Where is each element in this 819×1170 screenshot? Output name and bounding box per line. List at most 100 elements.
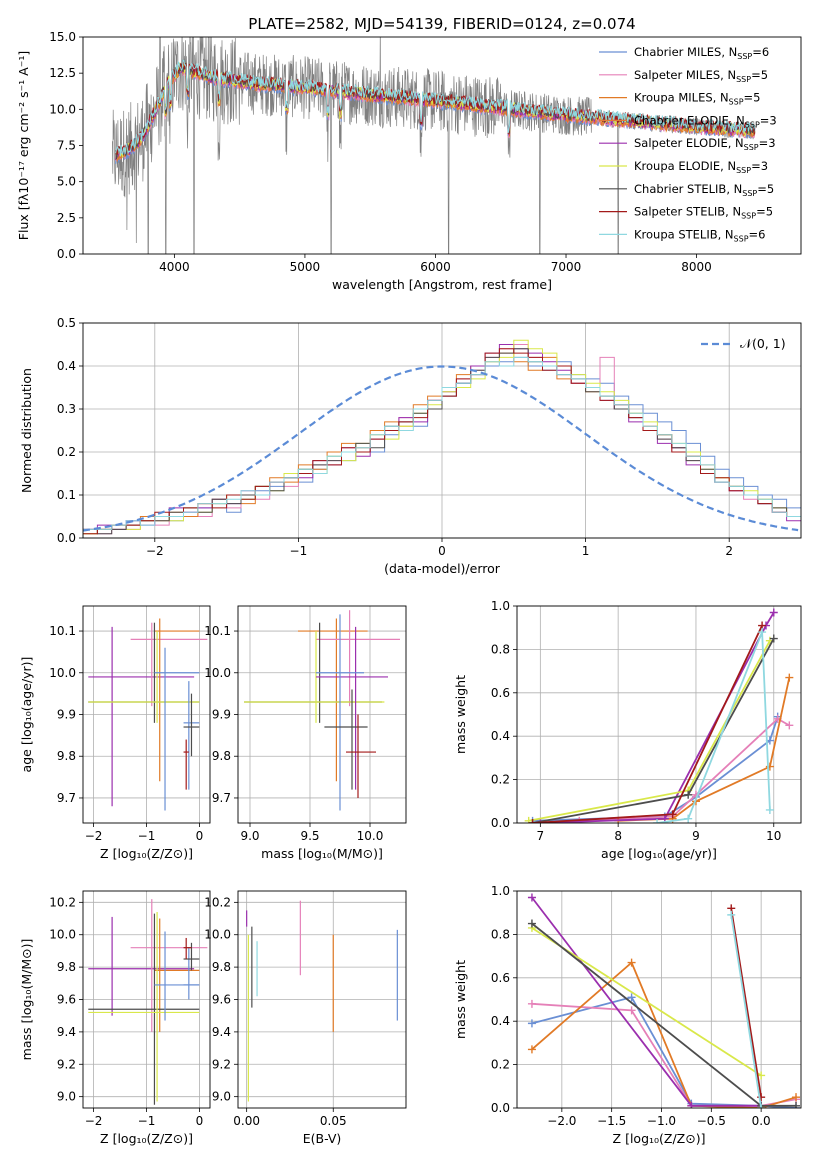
x-axis-label: mass [log₁₀(M/M⊙)]: [261, 846, 383, 861]
y-tick-label: 9.7: [212, 791, 231, 805]
x-tick-label: 9.5: [300, 829, 319, 843]
legend-count: =3: [759, 136, 776, 150]
x-tick-label: −0.5: [697, 1114, 726, 1128]
histogram-step-5: [83, 348, 801, 538]
series-marker: [528, 819, 537, 823]
series-marker: [792, 1093, 801, 1102]
series-marker: [785, 673, 794, 682]
y-tick-label: 9.6: [212, 993, 231, 1007]
series-line-3: [540, 612, 775, 823]
series-line-4: [528, 640, 771, 822]
legend-subscript: SSP: [745, 120, 760, 129]
y-tick-label: 10.1: [204, 624, 231, 638]
series-marker: [527, 1045, 536, 1054]
legend-entry: Chabrier ELODIE, NSSP=3: [634, 113, 777, 129]
legend-subscript: SSP: [742, 189, 757, 198]
y-tick-label: 1.0: [491, 884, 510, 898]
series-marker: [653, 819, 662, 823]
series-line-4: [531, 927, 762, 1077]
y-tick-label: 0.2: [491, 1058, 510, 1072]
y-axis-label: mass weight: [453, 960, 468, 1039]
x-tick-label: 7: [537, 829, 545, 843]
y-tick-label: 0.6: [491, 971, 510, 985]
series-marker: [792, 1101, 801, 1108]
y-tick-label: 0.2: [57, 445, 76, 459]
legend-subscript: SSP: [741, 212, 756, 221]
y-tick-label: 0.1: [57, 488, 76, 502]
legend-text: Chabrier STELIB, N: [634, 182, 742, 196]
y-tick-label: 9.2: [57, 1057, 76, 1071]
x-axis-label: Z [log₁₀(Z/Z⊙)]: [100, 846, 193, 861]
y-tick-label: 10.2: [49, 895, 76, 909]
y-tick-label: 9.8: [212, 749, 231, 763]
legend-text: Chabrier ELODIE, N: [634, 113, 745, 127]
gaussian-reference-curve: [83, 365, 799, 532]
legend-entry: Salpeter STELIB, NSSP=5: [634, 205, 773, 221]
legend-entry: Kroupa MILES, NSSP=5: [634, 91, 760, 107]
legend-subscript: SSP: [737, 52, 752, 61]
legend-entry: Chabrier MILES, NSSP=6: [634, 45, 769, 61]
y-tick-label: 9.0: [212, 1090, 231, 1104]
y-tick-label: 0.4: [491, 1014, 510, 1028]
series-marker: [765, 805, 774, 814]
x-axis-label: E(B-V): [303, 1131, 342, 1146]
x-tick-label: 0.05: [320, 1114, 347, 1128]
axes-frame: [516, 890, 802, 1109]
series-line-7: [730, 914, 762, 1108]
x-tick-label: −2: [85, 829, 103, 843]
series-marker: [527, 893, 536, 902]
plot-area: [527, 893, 801, 1108]
x-tick-label: 10.0: [357, 829, 384, 843]
y-tick-label: 9.2: [212, 1057, 231, 1071]
series-marker: [687, 1101, 696, 1108]
series-marker: [758, 628, 767, 637]
legend-count: =3: [760, 113, 777, 127]
legend-text: Kroupa ELODIE, N: [634, 159, 736, 173]
y-tick-label: 0.4: [57, 359, 76, 373]
legend-subscript: SSP: [729, 98, 744, 107]
series-line-5: [532, 638, 775, 823]
plot-area: [88, 899, 208, 1105]
legend-count: =5: [751, 68, 768, 82]
legend-text: Salpeter STELIB, N: [634, 205, 741, 219]
x-axis-label: (data-model)/error: [384, 561, 501, 576]
plot-area: [83, 339, 801, 538]
plot-area: [524, 608, 794, 823]
series-marker: [668, 810, 677, 819]
plot-area: [244, 610, 400, 811]
series-marker: [727, 910, 736, 919]
x-axis-label: Z [log₁₀(Z/Z⊙)]: [613, 1131, 706, 1146]
legend-count: =6: [752, 45, 769, 59]
series-marker: [627, 1006, 636, 1015]
legend-subscript: SSP: [744, 143, 759, 152]
axes-frame: [237, 605, 407, 824]
y-tick-label: 12.5: [49, 66, 76, 80]
axes-frame: [82, 605, 211, 824]
legend-text: Salpeter MILES, N: [634, 68, 736, 82]
y-tick-label: 2.5: [57, 211, 76, 225]
y-tick-label: 9.4: [212, 1025, 231, 1039]
y-tick-label: 9.4: [57, 1025, 76, 1039]
series-marker: [627, 993, 636, 1002]
y-tick-label: 0.0: [57, 531, 76, 545]
y-tick-label: 10.0: [49, 102, 76, 116]
legend-entry: Salpeter MILES, NSSP=5: [634, 68, 768, 84]
plot-area: [246, 900, 398, 1102]
axes-4: 7 8 9 10 0.0 0.2 0.4 0.6 0.8 1.0 age [log₁₀(age/yr…: [453, 599, 802, 861]
x-tick-label: 2: [725, 544, 733, 558]
axes-2: −2 −1 0 9.7 9.8 9.9 10.0 10.1 Z [log₁₀(Z/Z⊙)] age…: [19, 605, 211, 861]
y-tick-label: 0.0: [491, 816, 510, 830]
x-tick-label: 0: [196, 829, 204, 843]
x-tick-label: 5000: [290, 260, 321, 274]
axes-frame: [82, 890, 211, 1109]
y-tick-label: 10.0: [204, 666, 231, 680]
legend-count: =5: [744, 91, 761, 105]
axes-frame: [82, 36, 802, 255]
legend-entry: Kroupa STELIB, NSSP=6: [634, 227, 765, 243]
y-tick-label: 0.3: [57, 402, 76, 416]
x-tick-label: −1.5: [597, 1114, 626, 1128]
series-marker: [527, 1019, 536, 1028]
x-tick-label: 0: [438, 544, 446, 558]
series-marker: [769, 634, 778, 643]
